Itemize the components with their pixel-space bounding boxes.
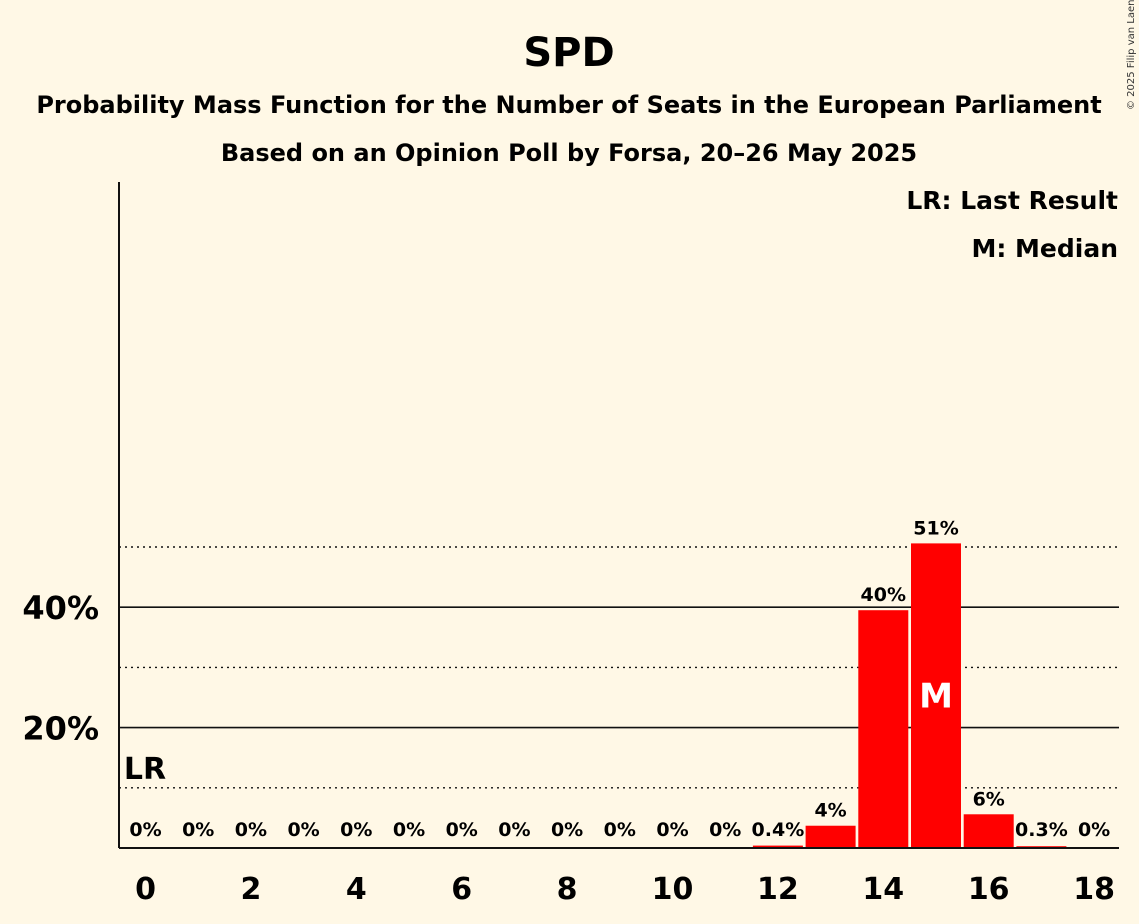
bar-13 [805,825,856,848]
data-label-14: 40% [861,584,906,606]
data-label-12: 0.4% [752,819,805,841]
legend-last-result: LR: Last Result [906,186,1118,215]
x-tick-label-5: 10 [652,872,694,907]
data-label-2: 0% [235,819,267,841]
last-result-marker: LR [124,752,166,787]
data-labels: 0% 0% 0% 0% 0% 0% 0% 0% 0% 0% 0% 0% 0.4% 4% 40% 51% 6% 0.… [129,517,1110,841]
bars [752,543,1067,848]
chart-subtitle-2: Based on an Opinion Poll by Forsa, 20–26… [221,139,917,167]
x-tick-label-4: 8 [557,872,578,907]
chart-subtitle-1: Probability Mass Function for the Number… [36,91,1101,119]
x-tick-label-8: 16 [968,872,1010,907]
y-tick-labels: 20% 40% [22,589,99,747]
data-label-3: 0% [287,819,319,841]
bar-15 [911,543,961,848]
data-label-17: 0.3% [1015,819,1068,841]
bar-16 [963,814,1014,848]
data-label-11: 0% [709,819,741,841]
x-tick-label-2: 4 [346,872,367,907]
x-tick-label-1: 2 [240,872,261,907]
x-tick-label-7: 14 [862,872,904,907]
median-marker: M [919,677,953,717]
x-tick-label-0: 0 [135,872,156,907]
data-label-6: 0% [446,819,478,841]
y-tick-label-1: 40% [22,589,99,627]
data-label-13: 4% [814,800,846,822]
data-label-15: 51% [913,517,958,539]
x-tick-label-9: 18 [1073,872,1115,907]
x-tick-label-3: 6 [451,872,472,907]
data-label-1: 0% [182,819,214,841]
data-label-5: 0% [393,819,425,841]
y-tick-label-0: 20% [22,710,99,748]
data-label-8: 0% [551,819,583,841]
data-label-16: 6% [973,788,1005,810]
data-label-18: 0% [1078,819,1110,841]
data-label-4: 0% [340,819,372,841]
data-label-9: 0% [604,819,636,841]
x-tick-labels: 0 2 4 6 8 10 12 14 16 18 [135,872,1115,907]
data-label-0: 0% [129,819,161,841]
copyright-text: © 2025 Filip van Laenen [1126,0,1137,110]
data-label-7: 0% [498,819,530,841]
x-tick-label-6: 12 [757,872,799,907]
data-label-10: 0% [656,819,688,841]
bar-12 [752,845,803,848]
chart-title: SPD [523,30,614,76]
gridlines [119,546,1119,789]
legend-median: M: Median [971,234,1118,263]
bar-14 [858,610,909,848]
